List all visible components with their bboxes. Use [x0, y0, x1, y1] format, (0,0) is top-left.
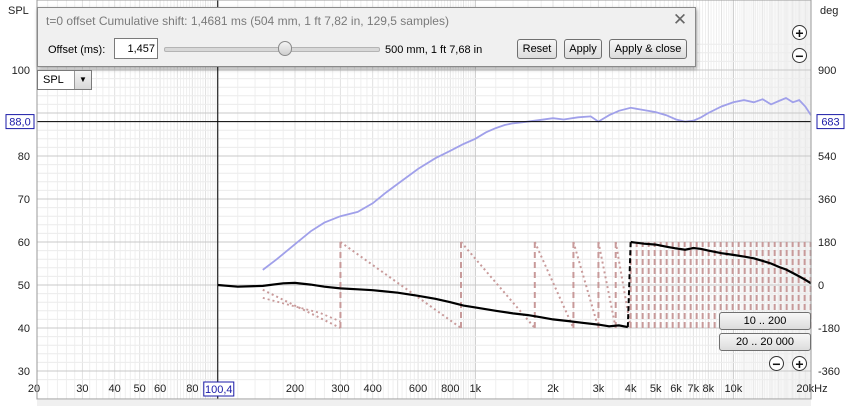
right-axis-label: deg [820, 5, 838, 17]
x-tick-label: 20 [28, 383, 40, 395]
right-tick-label: 360 [818, 194, 836, 206]
x-tick-label: 60 [154, 383, 166, 395]
traces [217, 96, 812, 329]
x-tick-label: 50 [134, 383, 146, 395]
trace-selector[interactable]: SPL ▼ [37, 70, 92, 90]
right-tick-label: 900 [818, 65, 836, 77]
x-tick-label: 30 [76, 383, 88, 395]
left-tick-label: 80 [18, 151, 30, 163]
left-tick-label: 30 [18, 366, 30, 378]
left-tick-label: 60 [18, 237, 30, 249]
horizontal-scrollbar[interactable] [37, 399, 811, 406]
x-tick-label: 80 [186, 383, 198, 395]
left-tick-label: 50 [18, 280, 30, 292]
left-axis-label: SPL [8, 5, 29, 17]
x-tick-label: 20kHz [796, 383, 827, 395]
zoom-in-y-icon[interactable]: + [792, 25, 807, 40]
offset-label: Offset (ms): [48, 44, 106, 56]
cursor-x-readout: 100,4 [205, 384, 233, 396]
apply-and-close-button[interactable]: Apply & close [609, 39, 687, 59]
x-tick-label: 6k [670, 383, 682, 395]
x-tick-label: 3k [593, 383, 605, 395]
cursor-x-readout-box [203, 381, 235, 397]
trace-spl_light [262, 96, 812, 271]
offset-slider-thumb[interactable] [277, 41, 292, 56]
distance-readout: 500 mm, 1 ft 7,68 in [385, 44, 483, 56]
trace-spl_light_low [262, 297, 341, 323]
left-tick-label: 70 [18, 194, 30, 206]
left-tick-label: 100 [12, 65, 30, 77]
x-tick-label: 400 [363, 383, 381, 395]
close-icon[interactable]: ✕ [672, 10, 688, 29]
axes: SPL deg 100 80 70 60 50 40 30 900 540 360 180 0 -180 -3… [5, 5, 845, 397]
offset-slider-track[interactable] [164, 47, 380, 52]
phase-wrap-segment [533, 241, 575, 329]
offset-input[interactable] [114, 38, 158, 59]
cursor-y-left-readout: 88,0 [9, 117, 30, 129]
range-10-200-button[interactable]: 10 .. 200 [719, 312, 811, 330]
reset-button[interactable]: Reset [517, 39, 557, 59]
cursor-y-right-readout-box [816, 114, 845, 130]
right-tick-label: -360 [818, 366, 840, 378]
right-tick-label: 0 [818, 280, 824, 292]
zoom-in-x-icon[interactable]: + [792, 356, 807, 371]
x-tick-label: 4k [625, 383, 637, 395]
trace-phase_black [217, 281, 629, 329]
x-tick-label: 40 [109, 383, 121, 395]
left-tick-label: 40 [18, 323, 30, 335]
range-20-20000-button[interactable]: 20 .. 20 000 [719, 333, 811, 351]
zoom-out-x-icon[interactable]: − [769, 356, 784, 371]
x-tick-label: 1k [470, 383, 482, 395]
x-tick-label: 7k [688, 383, 700, 395]
trace-phase_black_high [630, 240, 812, 285]
x-tick-label: 300 [331, 383, 349, 395]
x-tick-label: 10k [724, 383, 742, 395]
right-tick-label: 540 [818, 151, 836, 163]
x-tick-label: 2k [547, 383, 559, 395]
x-tick-label: 600 [409, 383, 427, 395]
chevron-down-icon[interactable]: ▼ [74, 71, 91, 89]
right-tick-label: -180 [818, 323, 840, 335]
x-tick-label: 200 [286, 383, 304, 395]
apply-button[interactable]: Apply [564, 39, 602, 59]
x-tick-label: 8k [703, 383, 715, 395]
dialog-title: t=0 offset Cumulative shift: 1,4681 ms (… [46, 14, 449, 28]
offset-dialog: t=0 offset Cumulative shift: 1,4681 ms (… [37, 7, 696, 67]
cursor-y-right-readout: 683 [821, 117, 839, 129]
trace-selector-value: SPL [43, 74, 64, 86]
x-tick-label: 5k [650, 383, 662, 395]
right-tick-label: 180 [818, 237, 836, 249]
zoom-out-y-icon[interactable]: − [792, 48, 807, 63]
grid [36, 0, 812, 399]
trace-phase-jump [626, 241, 632, 328]
cursor-y-left-readout-box [5, 114, 35, 130]
phase-wrap-segment [460, 241, 536, 329]
x-tick-label: 800 [441, 383, 459, 395]
